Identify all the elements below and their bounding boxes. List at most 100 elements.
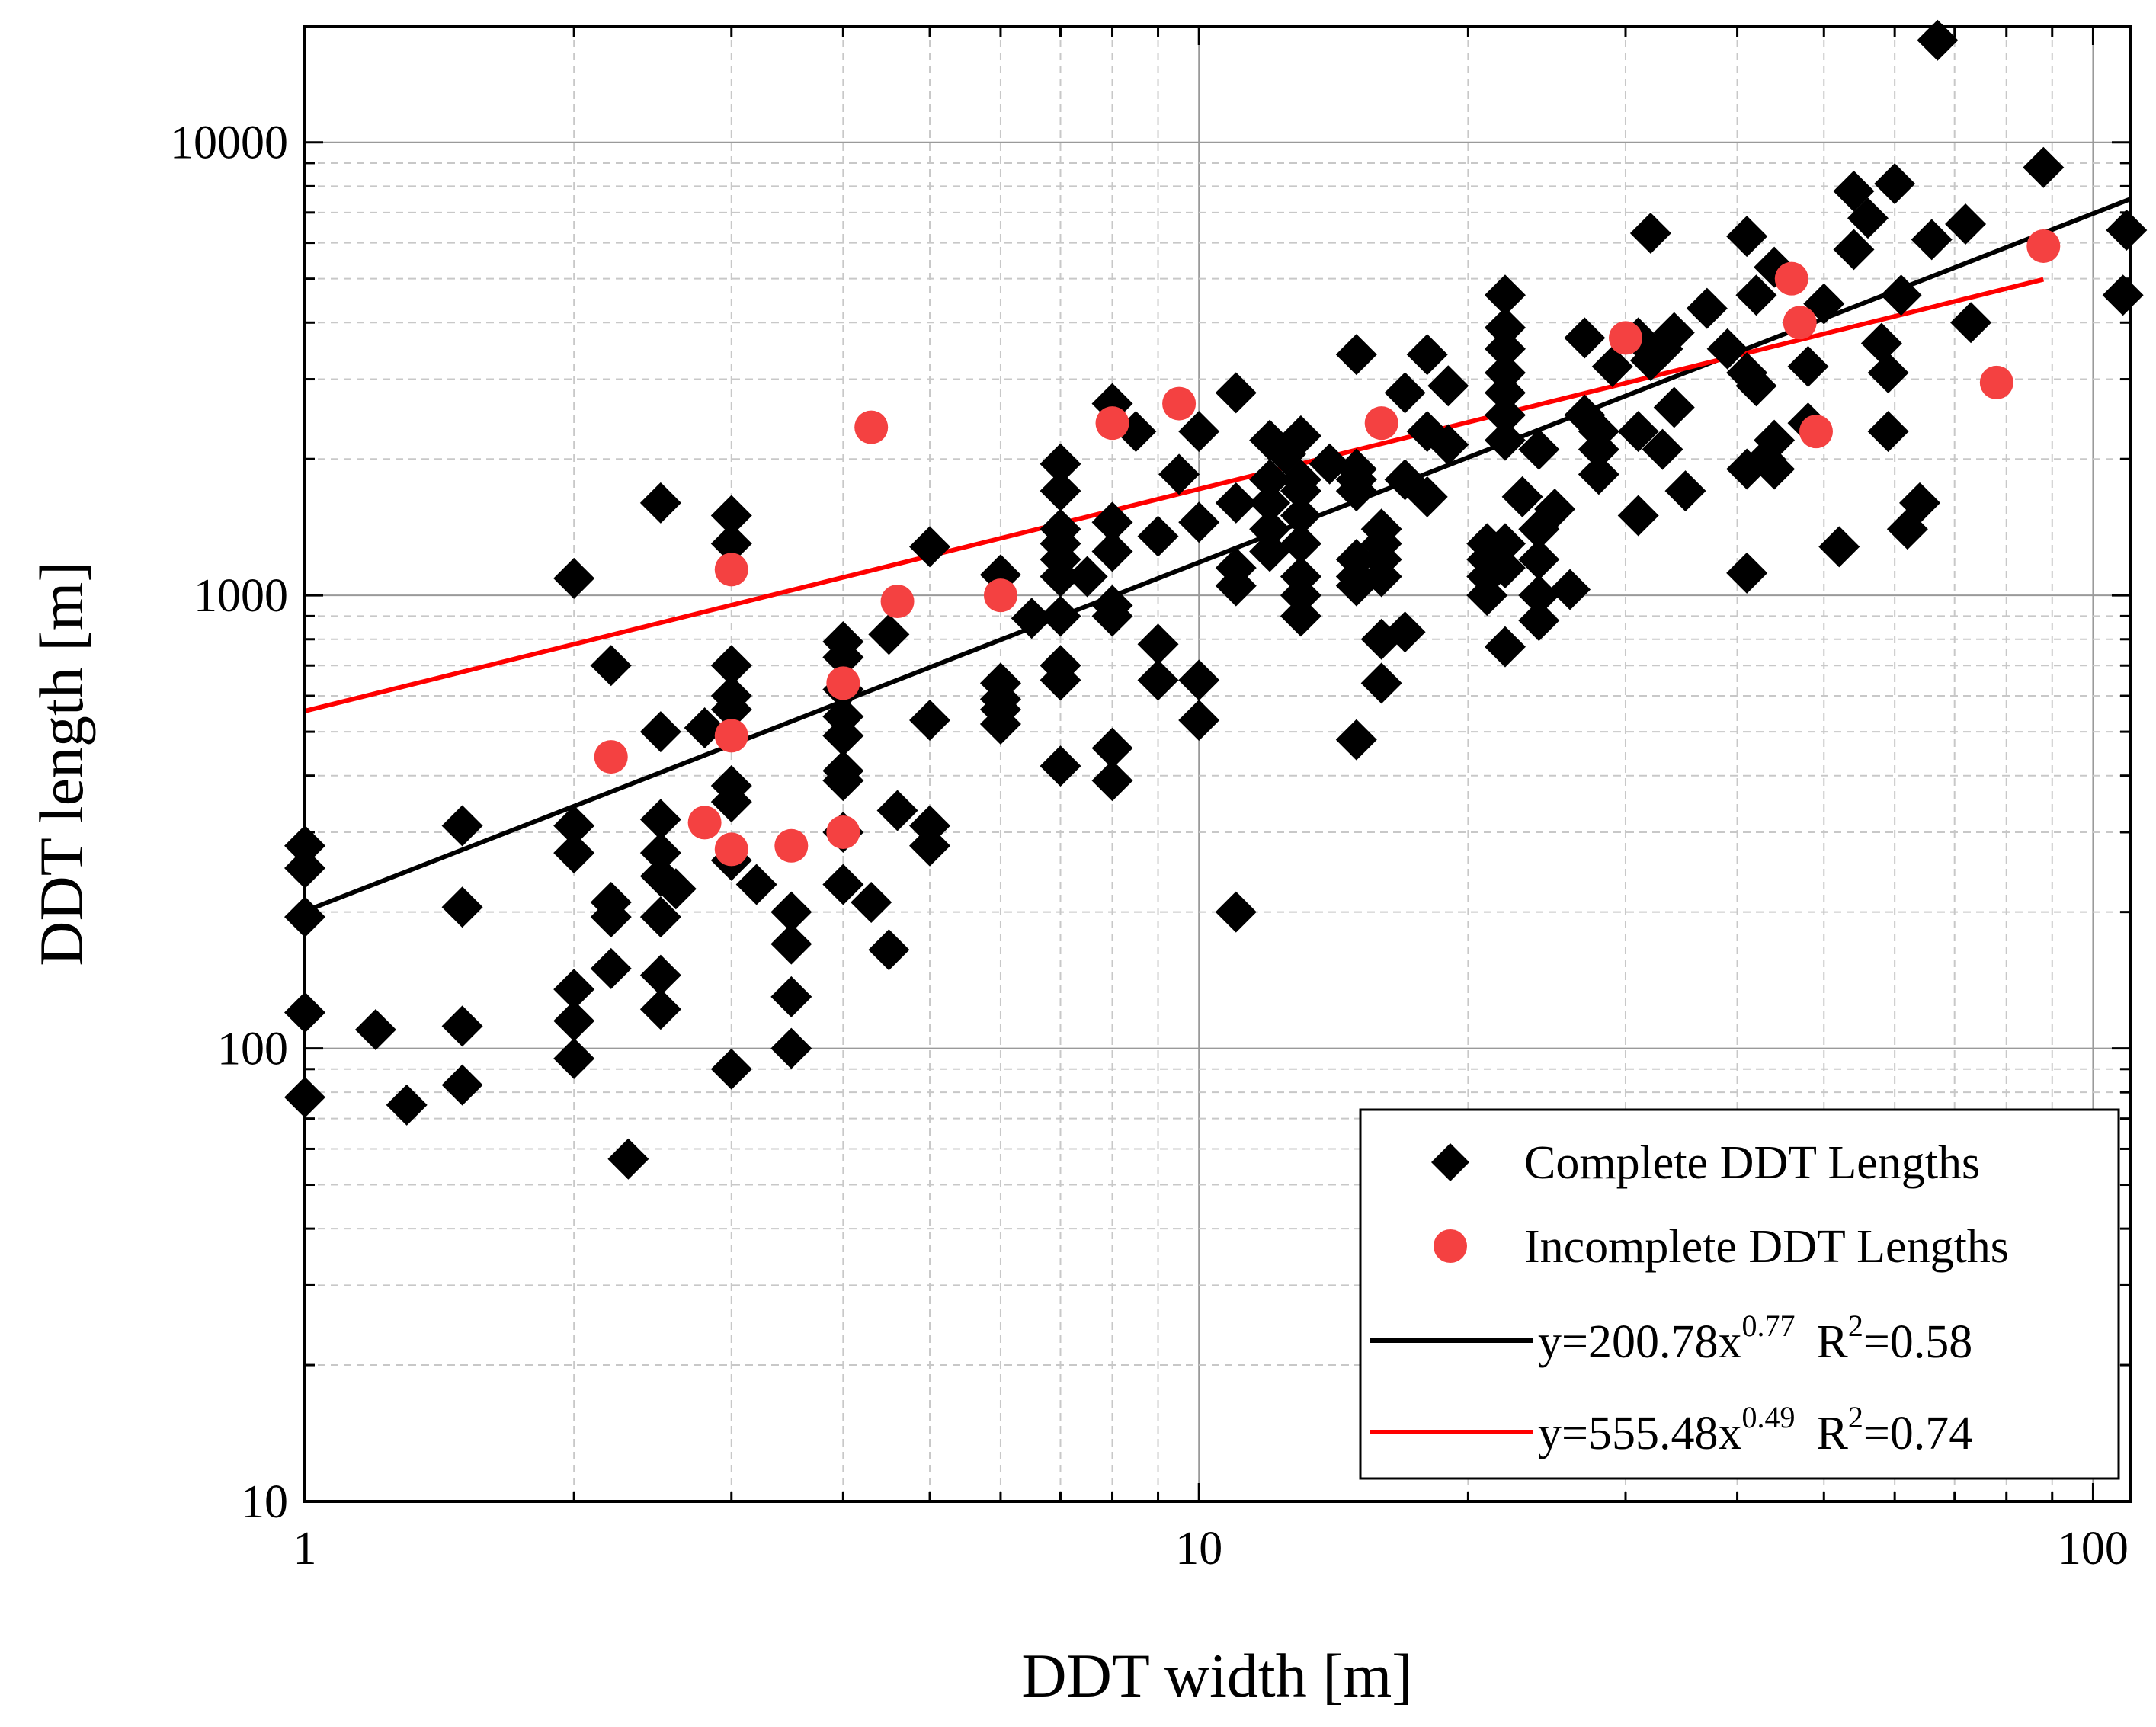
y-tick-label: 10	[241, 1476, 288, 1528]
complete-point	[1091, 727, 1133, 769]
complete-point	[639, 711, 681, 753]
complete-point	[639, 799, 681, 841]
complete-point	[386, 1084, 428, 1126]
complete-point	[354, 1008, 396, 1050]
complete-point	[1653, 312, 1695, 354]
complete-point	[1735, 365, 1777, 407]
complete-point	[639, 482, 681, 524]
incomplete-point	[687, 806, 722, 840]
complete-point	[1484, 328, 1526, 370]
legend-box	[1359, 1108, 2120, 1480]
complete-point	[1040, 745, 1081, 787]
complete-point	[1178, 411, 1220, 453]
complete-point	[1040, 470, 1081, 512]
incomplete-point	[1162, 386, 1197, 421]
complete-point	[1945, 203, 1987, 245]
complete-point	[1686, 287, 1728, 329]
y-axis-title: DDT length [m]	[27, 561, 96, 966]
incomplete-point	[1979, 365, 2013, 399]
complete-point	[1726, 216, 1768, 258]
complete-point	[876, 790, 918, 831]
complete-point	[1867, 352, 1909, 394]
complete-point	[1011, 598, 1052, 639]
complete-point	[1484, 626, 1526, 668]
complete-point	[1664, 470, 1706, 512]
complete-point	[553, 1037, 595, 1079]
complete-point	[553, 557, 595, 599]
complete-point	[1335, 470, 1377, 512]
complete-point	[1617, 411, 1659, 453]
complete-point	[1427, 424, 1469, 466]
complete-point	[2023, 146, 2065, 188]
complete-point	[1091, 595, 1133, 637]
complete-point	[639, 896, 681, 938]
complete-point	[1335, 334, 1377, 376]
incomplete-point	[983, 578, 1017, 613]
complete-point	[553, 805, 595, 847]
complete-point	[822, 715, 864, 757]
incomplete-point	[1783, 306, 1817, 340]
complete-point	[868, 929, 910, 971]
complete-point	[1280, 495, 1321, 537]
complete-point	[590, 896, 632, 938]
complete-point	[1787, 345, 1829, 387]
incomplete-point	[714, 553, 748, 587]
complete-point	[1484, 306, 1526, 348]
y-tick-label: 100	[217, 1024, 288, 1075]
complete-point	[1406, 334, 1448, 376]
complete-point	[1137, 515, 1179, 557]
complete-point	[909, 700, 951, 742]
complete-point	[441, 805, 483, 847]
complete-point	[1950, 302, 1992, 344]
x-axis-title: DDT width [m]	[1021, 1641, 1412, 1710]
complete-point	[1137, 623, 1179, 665]
complete-point	[1215, 565, 1257, 607]
legend-label-fit-black: y=200.78x0.77 R2=0.58	[1538, 1309, 1972, 1368]
complete-point	[1518, 539, 1560, 581]
complete-point	[2106, 209, 2148, 251]
complete-point	[1280, 523, 1321, 565]
complete-point	[1867, 411, 1909, 453]
complete-point	[770, 923, 812, 965]
x-tick-label: 1	[293, 1523, 317, 1575]
incomplete-point	[714, 719, 748, 753]
legend-label-incomplete: Incomplete DDT Lengths	[1524, 1221, 2009, 1273]
complete-point	[710, 781, 752, 823]
complete-point	[1911, 219, 1953, 261]
incomplete-point	[1774, 261, 1808, 296]
complete-point	[1215, 482, 1257, 524]
incomplete-point	[774, 828, 809, 863]
complete-point	[1309, 443, 1350, 485]
complete-point	[1249, 508, 1291, 550]
complete-point	[553, 832, 595, 874]
complete-point	[1501, 476, 1543, 517]
incomplete-point	[1799, 415, 1833, 449]
complete-point	[1280, 575, 1321, 617]
complete-point	[553, 969, 595, 1011]
complete-point	[770, 891, 812, 933]
complete-point	[1249, 530, 1291, 572]
incomplete-point	[1095, 406, 1129, 441]
y-tick-label: 1000	[194, 570, 288, 622]
complete-point	[1518, 575, 1560, 617]
complete-point	[1754, 419, 1796, 461]
complete-point	[1335, 719, 1377, 761]
legend-diamond-marker	[1431, 1143, 1469, 1181]
complete-point	[710, 688, 752, 730]
complete-point	[710, 523, 752, 565]
complete-point	[639, 832, 681, 874]
complete-point	[1484, 547, 1526, 589]
complete-point	[1880, 274, 1922, 316]
complete-point	[1629, 213, 1671, 255]
complete-point	[1653, 386, 1695, 428]
complete-point	[1484, 523, 1526, 565]
complete-point	[1874, 163, 1916, 205]
complete-point	[1833, 229, 1875, 271]
complete-point	[441, 1064, 483, 1106]
plot-frame	[303, 25, 2132, 1503]
complete-point	[1178, 501, 1220, 543]
grid	[304, 27, 2130, 1502]
complete-point	[1091, 530, 1133, 572]
